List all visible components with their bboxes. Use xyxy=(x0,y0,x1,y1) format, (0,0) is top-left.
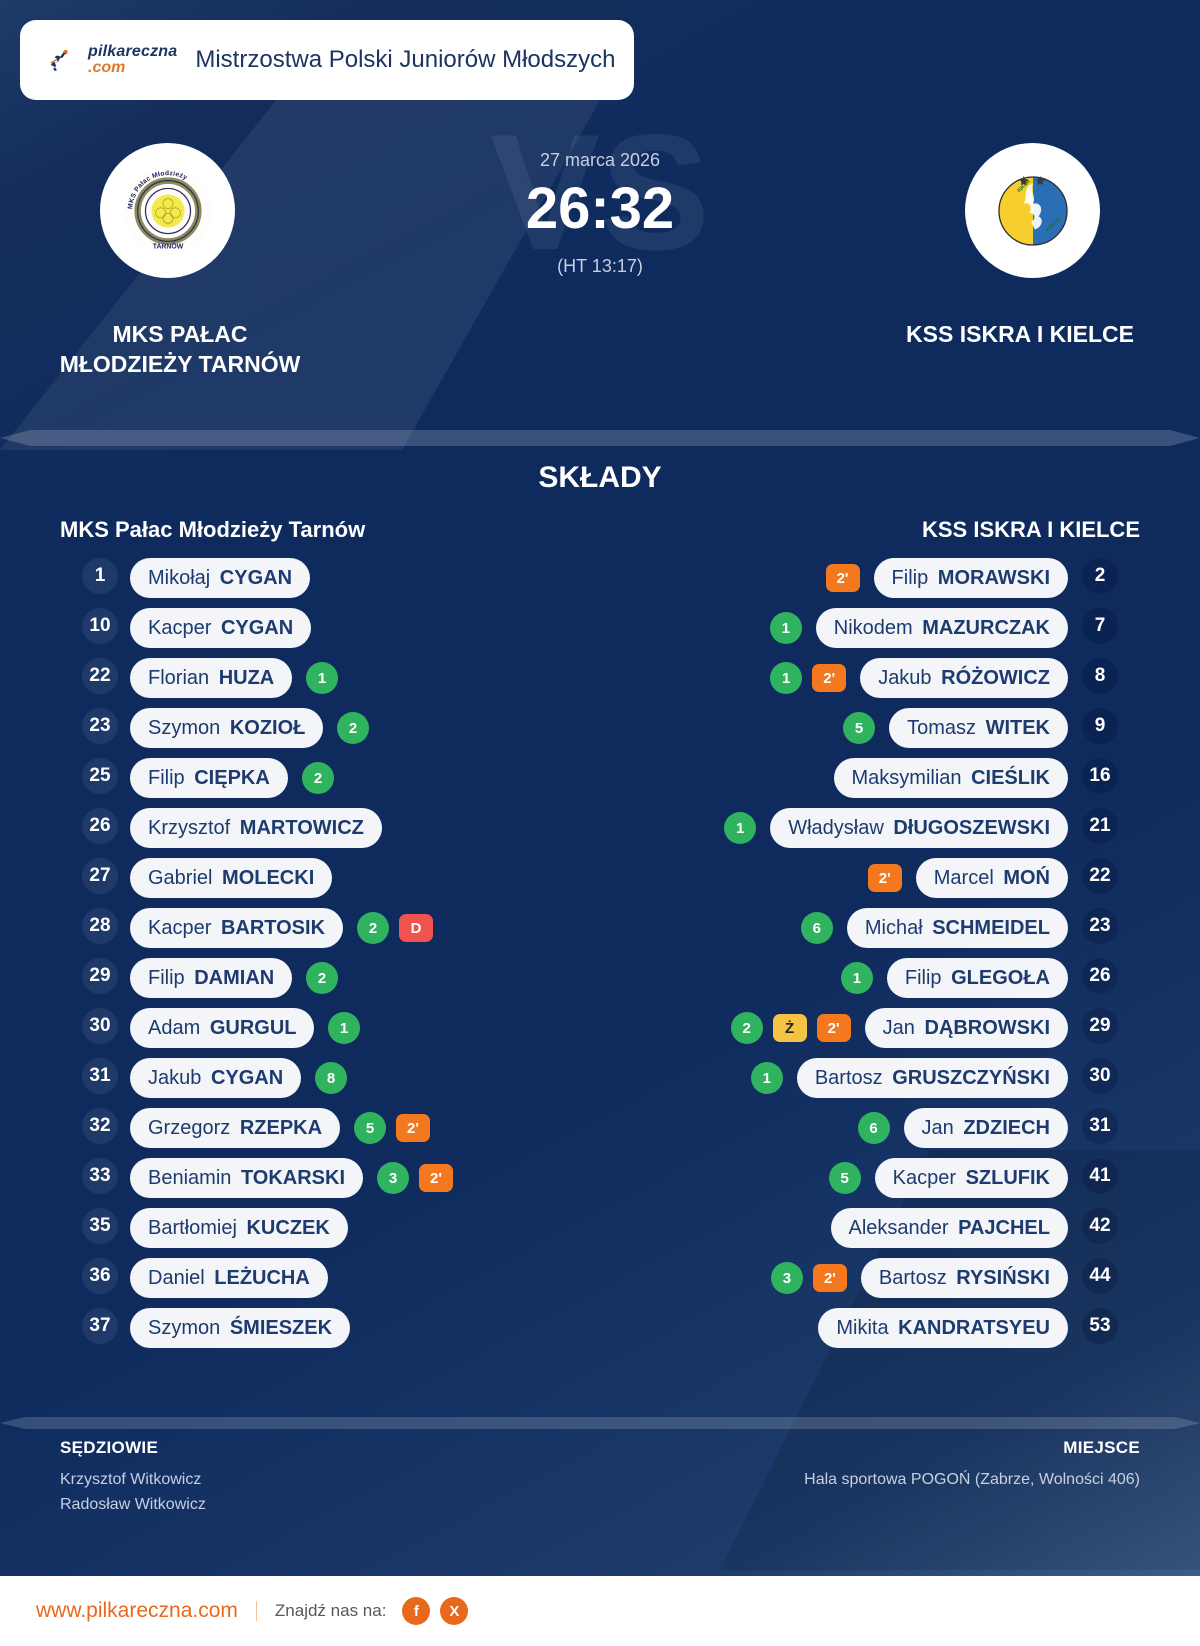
svg-text:TARNÓW: TARNÓW xyxy=(152,241,183,250)
